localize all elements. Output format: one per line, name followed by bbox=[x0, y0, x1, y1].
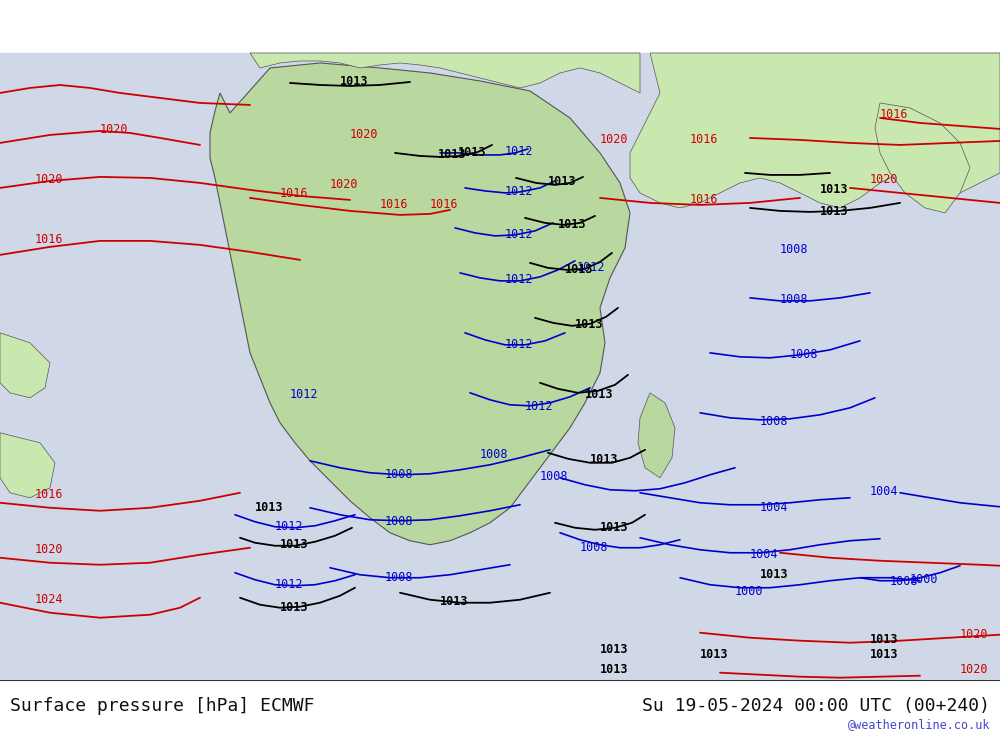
Bar bbox=[0, 679, 1000, 733]
Text: 1013: 1013 bbox=[600, 520, 629, 534]
Text: 1016: 1016 bbox=[690, 193, 718, 206]
Text: 1008: 1008 bbox=[480, 448, 509, 461]
Polygon shape bbox=[250, 53, 640, 93]
Text: 1008: 1008 bbox=[890, 575, 918, 588]
Text: 1016: 1016 bbox=[690, 133, 718, 146]
Text: 1016: 1016 bbox=[280, 187, 308, 200]
Text: 1016: 1016 bbox=[35, 233, 64, 246]
Text: 1008: 1008 bbox=[580, 541, 608, 553]
Text: 1013: 1013 bbox=[870, 648, 898, 660]
Text: 1012: 1012 bbox=[505, 273, 534, 286]
Polygon shape bbox=[630, 53, 1000, 208]
Text: 1013: 1013 bbox=[280, 601, 308, 614]
Text: 1012: 1012 bbox=[290, 388, 318, 401]
Text: 1020: 1020 bbox=[35, 542, 64, 556]
Text: 1024: 1024 bbox=[140, 682, 168, 696]
Text: 1016: 1016 bbox=[35, 487, 64, 501]
Text: 1013: 1013 bbox=[575, 318, 604, 331]
Text: 1013: 1013 bbox=[340, 75, 368, 88]
Text: 1012: 1012 bbox=[275, 578, 304, 591]
Text: 1013: 1013 bbox=[820, 205, 848, 218]
Polygon shape bbox=[0, 333, 50, 398]
Text: 1016: 1016 bbox=[880, 108, 908, 121]
Text: 1016: 1016 bbox=[430, 198, 458, 211]
Text: 1012: 1012 bbox=[577, 261, 606, 274]
Text: 1004: 1004 bbox=[750, 548, 778, 561]
Text: 1020: 1020 bbox=[960, 693, 988, 706]
Text: 1008: 1008 bbox=[385, 571, 414, 583]
Text: 1013: 1013 bbox=[280, 538, 308, 550]
Text: 1012: 1012 bbox=[505, 228, 534, 241]
Text: 1013: 1013 bbox=[760, 568, 788, 581]
Text: 1020: 1020 bbox=[350, 128, 378, 141]
Text: 1012: 1012 bbox=[505, 338, 534, 351]
Text: 1000: 1000 bbox=[910, 572, 938, 586]
Text: 1020: 1020 bbox=[960, 663, 988, 676]
Text: Surface pressure [hPa] ECMWF: Surface pressure [hPa] ECMWF bbox=[10, 696, 314, 715]
Text: 1020: 1020 bbox=[960, 627, 988, 641]
Text: 1013: 1013 bbox=[820, 183, 848, 196]
Text: 1020: 1020 bbox=[600, 133, 629, 146]
Polygon shape bbox=[638, 393, 675, 478]
Text: 1013: 1013 bbox=[438, 148, 466, 161]
Text: 1008: 1008 bbox=[540, 470, 568, 483]
Text: 1008: 1008 bbox=[385, 468, 414, 481]
Text: 1013: 1013 bbox=[600, 663, 629, 676]
Text: 1004: 1004 bbox=[760, 501, 788, 514]
Text: 1008: 1008 bbox=[780, 293, 808, 306]
Text: 1013: 1013 bbox=[548, 175, 576, 188]
Text: 1024: 1024 bbox=[35, 682, 64, 696]
Text: 1013: 1013 bbox=[255, 501, 284, 514]
Text: 1020: 1020 bbox=[330, 178, 358, 191]
Text: 1008: 1008 bbox=[780, 243, 808, 256]
Text: 1013: 1013 bbox=[870, 633, 898, 646]
Text: Su 19-05-2024 00:00 UTC (00+240): Su 19-05-2024 00:00 UTC (00+240) bbox=[642, 696, 990, 715]
Text: 1012: 1012 bbox=[505, 185, 534, 198]
Text: 1008: 1008 bbox=[790, 348, 818, 361]
Text: 1013: 1013 bbox=[565, 263, 594, 276]
Text: 1024: 1024 bbox=[35, 593, 64, 605]
Text: 1013: 1013 bbox=[458, 146, 486, 159]
Text: 1013: 1013 bbox=[585, 388, 614, 401]
Text: 1013: 1013 bbox=[590, 453, 618, 465]
Polygon shape bbox=[0, 432, 55, 498]
Text: 1020: 1020 bbox=[100, 123, 128, 136]
Text: 1013: 1013 bbox=[700, 648, 728, 660]
Text: 1013: 1013 bbox=[600, 643, 629, 656]
Text: 1012: 1012 bbox=[505, 145, 534, 158]
Text: 1016: 1016 bbox=[380, 198, 409, 211]
Text: 1013: 1013 bbox=[440, 594, 468, 608]
Text: 1008: 1008 bbox=[760, 415, 788, 428]
Text: 1020: 1020 bbox=[35, 173, 64, 186]
Text: 1008: 1008 bbox=[385, 515, 414, 528]
Text: 1012: 1012 bbox=[275, 520, 304, 533]
Text: 1000: 1000 bbox=[735, 585, 764, 597]
Text: 1013: 1013 bbox=[558, 218, 586, 231]
Polygon shape bbox=[210, 63, 630, 545]
Polygon shape bbox=[875, 103, 970, 213]
Text: 1020: 1020 bbox=[870, 173, 898, 186]
Text: @weatheronline.co.uk: @weatheronline.co.uk bbox=[848, 718, 990, 731]
Text: 1012: 1012 bbox=[525, 399, 554, 413]
Text: 1004: 1004 bbox=[870, 485, 898, 498]
